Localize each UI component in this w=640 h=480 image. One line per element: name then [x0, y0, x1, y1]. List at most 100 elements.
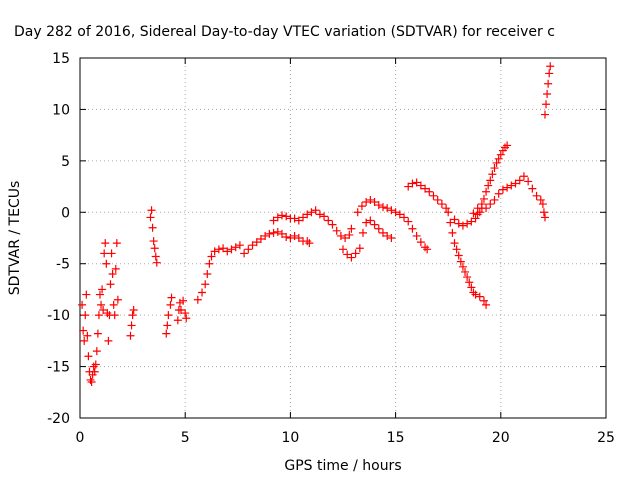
- data-point: [107, 249, 116, 258]
- data-point: [412, 231, 421, 240]
- data-point: [79, 326, 88, 335]
- y-tick-label: -10: [47, 308, 70, 324]
- x-tick-label: 25: [597, 430, 615, 446]
- data-point: [181, 309, 190, 318]
- data-point: [494, 154, 503, 163]
- data-point: [538, 200, 547, 209]
- data-point: [227, 245, 236, 254]
- data-point: [307, 208, 316, 217]
- data-point: [87, 378, 96, 386]
- data-point: [416, 181, 425, 190]
- data-point: [219, 244, 228, 253]
- data-point: [475, 292, 484, 301]
- data-point: [231, 243, 240, 252]
- data-point: [269, 216, 278, 225]
- data-point: [488, 170, 497, 179]
- data-point: [404, 182, 413, 191]
- data-point: [86, 375, 95, 384]
- data-point: [341, 234, 350, 242]
- data-point: [104, 336, 113, 345]
- data-point: [91, 360, 100, 369]
- data-point: [110, 311, 119, 320]
- data-point: [370, 198, 379, 206]
- data-point: [484, 181, 493, 190]
- data-point: [98, 285, 107, 294]
- data-point: [273, 227, 282, 236]
- data-point: [475, 208, 484, 217]
- data-point: [542, 100, 551, 109]
- y-tick-label: 15: [52, 51, 70, 67]
- data-point: [93, 329, 102, 338]
- data-point: [294, 234, 303, 242]
- data-point: [482, 300, 491, 309]
- data-point: [81, 311, 90, 320]
- data-point: [261, 231, 270, 240]
- data-point: [471, 290, 480, 299]
- data-point: [450, 239, 459, 248]
- data-point: [416, 238, 425, 247]
- data-point: [383, 231, 392, 240]
- data-point: [421, 184, 430, 193]
- data-point: [463, 219, 472, 228]
- data-point: [454, 219, 463, 228]
- data-point: [461, 267, 470, 276]
- data-point: [490, 195, 499, 204]
- data-point: [519, 172, 528, 181]
- data-point: [193, 295, 202, 304]
- data-point: [374, 224, 383, 233]
- data-point: [82, 290, 91, 299]
- data-point: [126, 331, 135, 340]
- data-point: [269, 228, 278, 237]
- data-point: [469, 209, 478, 218]
- data-point: [358, 228, 367, 237]
- data-point: [290, 214, 299, 223]
- data-point: [282, 232, 291, 241]
- data-point: [378, 203, 387, 212]
- data-point: [286, 234, 295, 242]
- data-point: [151, 252, 160, 261]
- data-point: [201, 280, 210, 289]
- data-point: [311, 206, 320, 215]
- data-point: [315, 210, 324, 219]
- data-point: [469, 288, 478, 297]
- data-point: [355, 244, 364, 253]
- x-tick-label: 20: [492, 430, 510, 446]
- data-point: [479, 194, 488, 203]
- data-point: [164, 311, 173, 320]
- data-point: [89, 362, 98, 371]
- x-tick-label: 5: [181, 430, 190, 446]
- data-point: [452, 245, 461, 254]
- data-point: [494, 189, 503, 198]
- data-point: [421, 243, 430, 252]
- data-point: [423, 245, 432, 254]
- data-point: [78, 300, 87, 309]
- data-point: [486, 176, 495, 185]
- data-point: [511, 179, 520, 188]
- data-point: [97, 300, 106, 309]
- data-point: [528, 184, 537, 193]
- y-tick-label: 10: [52, 102, 70, 118]
- data-point: [336, 231, 345, 240]
- data-point: [383, 204, 392, 213]
- data-point: [80, 336, 89, 345]
- data-point: [182, 314, 191, 323]
- data-point: [102, 259, 111, 268]
- data-point: [444, 208, 453, 217]
- data-point: [273, 213, 282, 222]
- data-point: [176, 306, 185, 314]
- data-point: [387, 234, 396, 242]
- data-point: [146, 213, 155, 222]
- data-point: [152, 258, 161, 267]
- data-point: [244, 245, 253, 254]
- data-point: [299, 213, 308, 222]
- data-point: [503, 183, 512, 192]
- data-point: [277, 229, 286, 238]
- data-point: [203, 270, 212, 278]
- data-point: [465, 278, 474, 287]
- data-point: [83, 331, 92, 340]
- data-point: [173, 316, 182, 325]
- data-point: [503, 141, 512, 150]
- data-point: [408, 224, 417, 233]
- data-point: [150, 244, 159, 253]
- data-point: [387, 206, 396, 215]
